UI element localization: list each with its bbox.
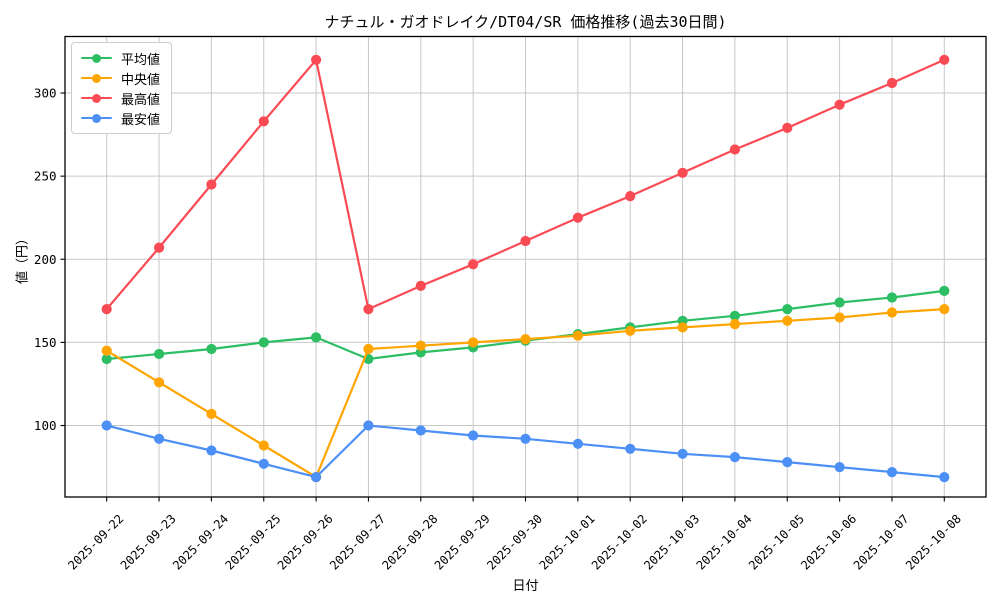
data-point-max [154,242,165,253]
legend-item-min: 最安値 [81,108,160,128]
data-point-max [572,212,584,223]
data-point-average [729,310,741,321]
data-point-median [677,322,688,333]
data-point-min [311,472,322,483]
data-point-max [101,304,112,315]
chart-title: ナチュル・ガオドレイク/DT04/SR 価格推移(過去30日間) [324,13,727,31]
series-median [101,304,950,483]
legend-label: 最安値 [121,112,161,128]
legend-label: 平均値 [121,52,161,68]
data-point-max [834,99,845,110]
y-tick-label: 150 [34,335,57,350]
legend-label: 最高値 [121,92,161,108]
data-point-median [625,325,636,336]
y-tick-label: 250 [34,169,57,184]
data-point-min [677,448,688,459]
data-point-max [206,179,217,190]
data-point-min [729,452,741,463]
data-point-max [363,304,374,315]
data-point-median [939,304,950,315]
data-point-median [834,312,845,323]
data-point-max [520,235,531,247]
legend-marker-icon [81,52,112,64]
data-point-min [415,425,426,436]
data-point-max [258,116,269,127]
data-point-median [363,343,374,355]
legend: 平均値中央値最高値最安値 [71,42,173,134]
data-point-min [625,443,636,454]
data-point-max [468,259,479,270]
data-point-min [886,467,898,478]
data-point-max [886,77,898,89]
legend-marker-icon [81,72,112,84]
data-point-max [415,280,426,291]
y-tick-label: 300 [34,86,57,101]
data-point-average [258,337,269,348]
legend-marker-icon [81,92,112,104]
data-point-average [154,348,165,360]
legend-item-max: 最高値 [81,88,160,108]
series-max [101,54,950,315]
data-point-median [206,408,217,419]
x-tick-label: 2025-10-08 [903,512,964,573]
data-point-average [939,285,950,296]
data-point-average [886,292,898,303]
data-point-max [782,122,793,133]
data-point-min [154,433,165,444]
x-axis-label: 日付 [512,579,539,594]
legend-item-median: 中央値 [81,68,160,88]
data-point-min [258,458,269,469]
data-point-median [729,319,741,330]
y-tick-label: 200 [34,252,57,267]
data-point-max [677,167,688,178]
legend-marker-icon [81,112,112,124]
legend-item-average: 平均値 [81,48,160,68]
grid [65,36,986,497]
data-point-median [154,377,165,388]
data-point-median [886,307,898,318]
data-point-average [206,343,217,355]
data-point-median [415,340,426,351]
data-point-median [572,330,584,341]
legend-label: 中央値 [121,72,161,88]
data-point-median [520,334,531,345]
data-point-average [834,297,845,308]
y-tick-label: 100 [34,418,57,433]
data-point-min [520,433,531,444]
data-point-average [311,332,322,343]
data-point-median [258,440,269,451]
series-min [101,420,950,483]
data-point-min [782,457,793,468]
data-point-max [311,54,322,65]
data-point-min [572,438,584,449]
data-point-min [468,430,479,441]
data-point-average [101,353,112,365]
data-point-max [729,144,741,155]
data-point-min [834,462,845,473]
data-point-median [101,345,112,356]
data-point-max [625,191,636,202]
data-point-min [101,420,112,431]
data-point-median [468,337,479,348]
data-point-average [782,304,793,315]
data-point-min [206,445,217,456]
data-point-max [939,54,950,65]
data-point-min [939,472,950,483]
data-point-min [363,420,374,431]
data-point-median [782,315,793,326]
